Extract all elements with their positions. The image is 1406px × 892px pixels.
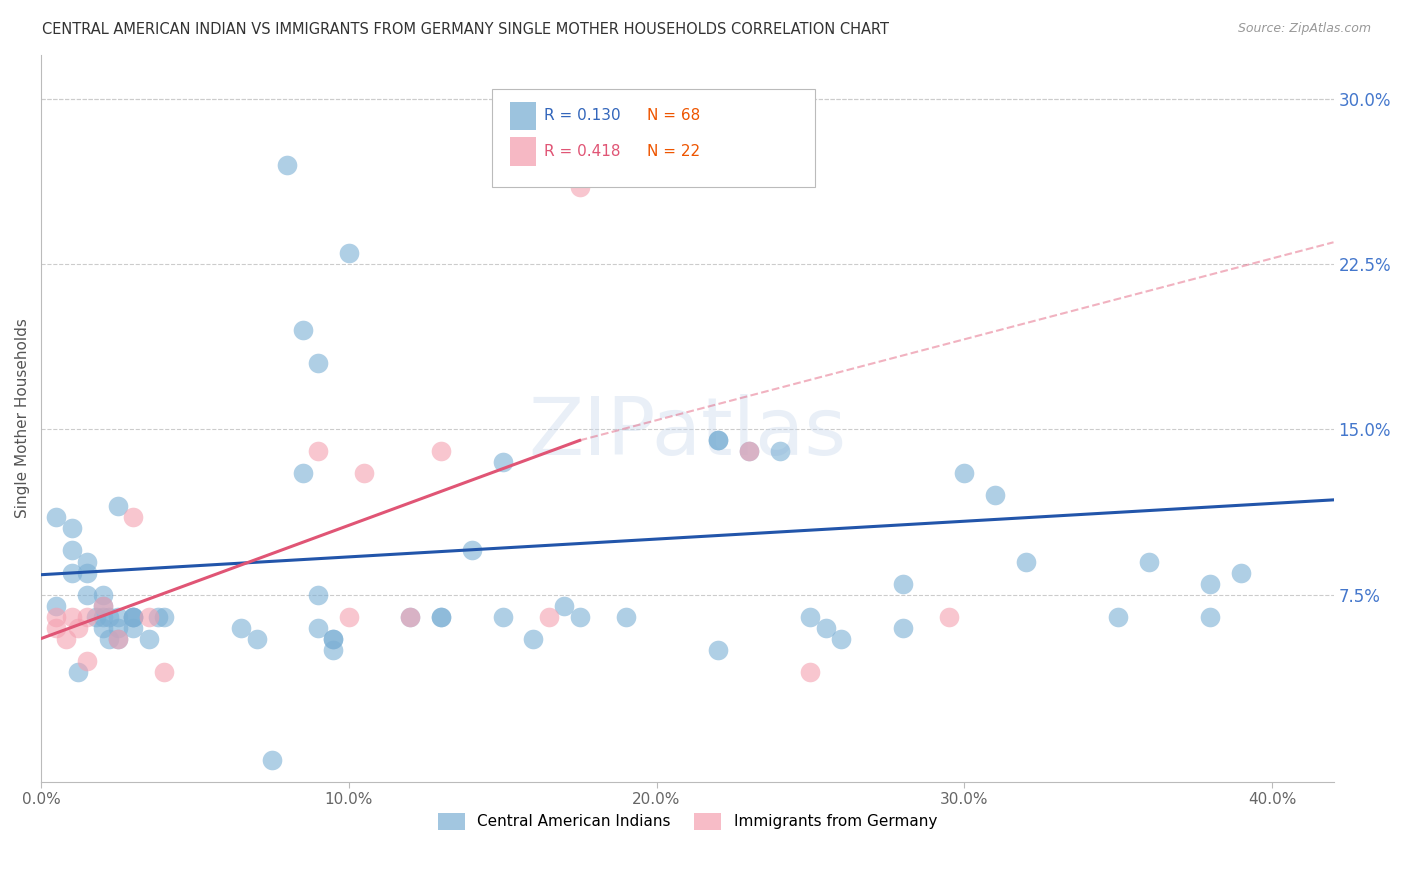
Point [91,609,114,624]
Point [738,444,761,458]
Point [55,632,77,646]
Point [67,621,90,635]
Point [245,632,267,646]
Point [799,665,821,679]
Point [107,632,129,646]
Point [430,444,453,458]
Point [1107,609,1129,624]
Text: R = 0.130: R = 0.130 [544,109,620,123]
Point [1230,566,1253,580]
Point [891,576,914,591]
Text: N = 22: N = 22 [647,145,700,159]
Point [553,599,575,613]
Point [337,609,360,624]
Point [97,632,120,646]
Point [461,543,484,558]
Point [1137,554,1160,568]
Point [707,434,730,448]
Point [984,488,1007,502]
Point [830,632,852,646]
Point [399,609,422,624]
Legend: Central American Indians, Immigrants from Germany: Central American Indians, Immigrants fro… [432,807,943,836]
Point [97,609,120,624]
Point [322,642,344,657]
Point [307,444,329,458]
Point [799,609,821,624]
Point [86,609,108,624]
Point [122,621,145,635]
Point [537,609,560,624]
Point [229,621,252,635]
Point [814,621,837,635]
Point [153,609,176,624]
Point [707,434,730,448]
Point [107,621,129,635]
Point [430,609,453,624]
Point [938,609,960,624]
Point [76,554,98,568]
Point [337,246,360,260]
Point [430,609,453,624]
Point [399,609,422,624]
Text: CENTRAL AMERICAN INDIAN VS IMMIGRANTS FROM GERMANY SINGLE MOTHER HOUSEHOLDS CORR: CENTRAL AMERICAN INDIAN VS IMMIGRANTS FR… [42,22,889,37]
Point [260,753,283,767]
Point [522,632,544,646]
Point [60,566,83,580]
Point [291,323,314,337]
Point [122,609,145,624]
Point [45,609,67,624]
Point [107,500,129,514]
Point [45,510,67,524]
Point [91,621,114,635]
Point [60,543,83,558]
Point [45,599,67,613]
Point [45,621,67,635]
Point [953,467,976,481]
Point [291,467,314,481]
Point [568,609,591,624]
Point [91,599,114,613]
Point [276,158,298,172]
Point [1199,609,1222,624]
Point [138,632,160,646]
Point [322,632,344,646]
Point [492,455,515,469]
Point [107,609,129,624]
Point [67,665,90,679]
Text: Source: ZipAtlas.com: Source: ZipAtlas.com [1237,22,1371,36]
Point [107,632,129,646]
Text: ZIPatlas: ZIPatlas [529,394,846,472]
Point [568,180,591,194]
Point [91,588,114,602]
Point [60,609,83,624]
Point [76,654,98,668]
Point [353,467,375,481]
Point [1015,554,1038,568]
Point [146,609,169,624]
Point [307,588,329,602]
Y-axis label: Single Mother Households: Single Mother Households [15,318,30,518]
Text: N = 68: N = 68 [647,109,700,123]
Point [122,510,145,524]
Point [492,609,515,624]
Point [1199,576,1222,591]
Point [891,621,914,635]
Point [738,444,761,458]
Point [76,609,98,624]
Point [768,444,790,458]
Point [707,642,730,657]
Point [307,356,329,370]
Text: R = 0.418: R = 0.418 [544,145,620,159]
Point [122,609,145,624]
Point [322,632,344,646]
Point [307,621,329,635]
Point [153,665,176,679]
Point [60,521,83,535]
Point [76,566,98,580]
Point [614,609,637,624]
Point [122,609,145,624]
Point [76,588,98,602]
Point [138,609,160,624]
Point [91,599,114,613]
